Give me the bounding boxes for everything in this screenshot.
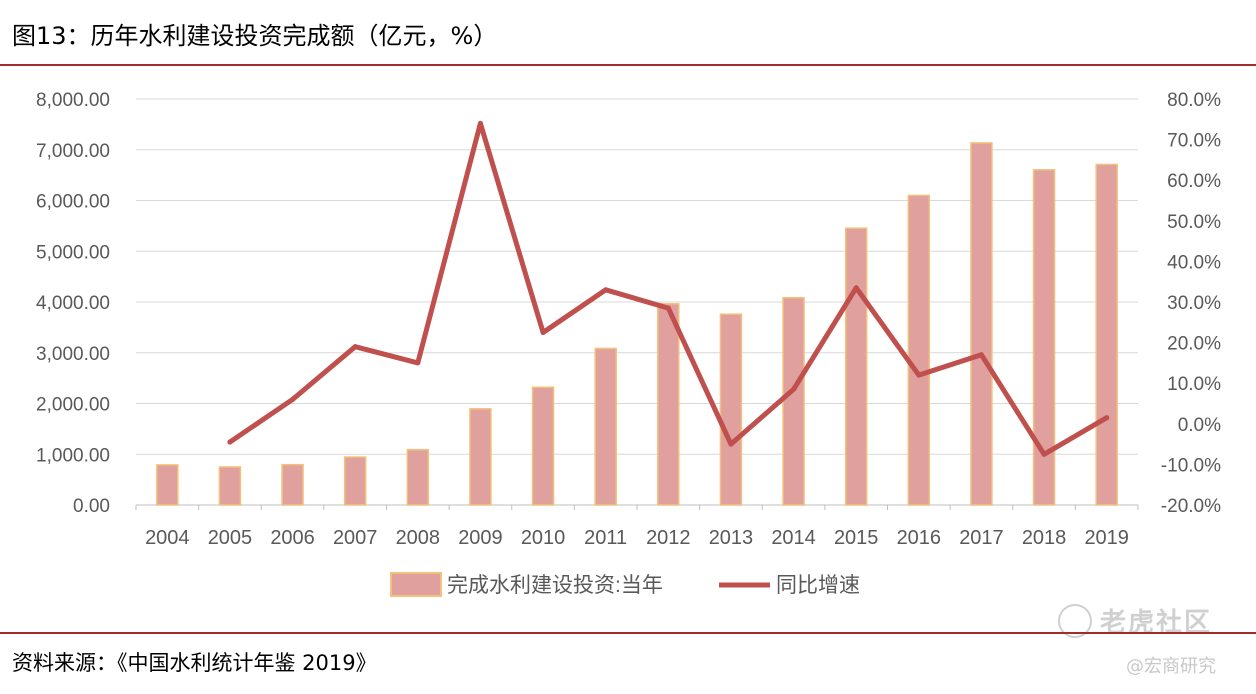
growth-point [290, 396, 296, 402]
growth-point [352, 344, 358, 350]
x-tick-label: 2014 [771, 527, 816, 549]
left-tick-label: 0.00 [73, 496, 110, 517]
bar [594, 347, 617, 506]
x-tick-label: 2008 [396, 527, 441, 549]
right-tick-label: 60.0% [1167, 171, 1221, 192]
growth-point [1104, 415, 1110, 421]
x-tick-label: 2013 [709, 527, 754, 549]
growth-point [916, 372, 922, 378]
left-tick-label: 3,000.00 [36, 344, 110, 365]
top-divider [0, 64, 1256, 66]
x-tick-label: 2015 [834, 527, 879, 549]
bar [844, 227, 868, 506]
right-axis-ticks: -20.0% -10.0% 0.0% 10.0% 20.0% 30.0% 40.0% 50.0… [1161, 90, 1221, 517]
credit-watermark: @宏商研究 [1126, 656, 1216, 677]
bar [657, 303, 680, 506]
right-tick-label: 70.0% [1167, 131, 1221, 152]
line-series [227, 120, 1110, 457]
x-tick-label: 2005 [208, 527, 253, 549]
chart: 0.00 1,000.00 2,000.00 3,000.00 4,000.00 5,00… [36, 90, 1221, 597]
x-tick-label: 2004 [145, 527, 190, 549]
bar [531, 386, 555, 506]
right-tick-label: 20.0% [1167, 334, 1221, 355]
bar [343, 456, 367, 506]
right-tick-label: -20.0% [1161, 496, 1221, 517]
x-tick-label: 2007 [333, 527, 378, 549]
left-axis-ticks: 0.00 1,000.00 2,000.00 3,000.00 4,000.00 5,00… [36, 90, 110, 517]
bar-series [156, 142, 1118, 506]
left-tick-label: 8,000.00 [36, 90, 110, 111]
bar [281, 463, 304, 506]
x-axis-labels: 2004 2005 2006 2007 2008 2009 2010 2011 2012 2013… [145, 527, 1129, 549]
right-tick-label: 80.0% [1167, 90, 1221, 111]
legend-bar-swatch [390, 572, 442, 597]
growth-point [227, 439, 233, 445]
right-tick-label: 50.0% [1167, 212, 1221, 233]
x-tick-label: 2018 [1022, 527, 1067, 549]
legend: 完成水利建设投资:当年 同比增速 [390, 572, 860, 597]
x-tick-label: 2019 [1084, 527, 1129, 549]
growth-point [665, 305, 671, 311]
x-tick-label: 2017 [959, 527, 1004, 549]
bar [782, 296, 805, 506]
bar [970, 142, 993, 506]
bar [1032, 169, 1056, 506]
right-tick-label: 10.0% [1167, 374, 1221, 395]
growth-point [728, 441, 734, 447]
growth-point [1041, 451, 1047, 457]
x-tick-label: 2010 [521, 527, 566, 549]
growth-point [415, 360, 421, 366]
bar [469, 408, 492, 506]
watermark: 老虎社区 [1058, 602, 1212, 641]
legend-bar-label: 完成水利建设投资:当年 [447, 574, 663, 597]
bar [907, 194, 931, 506]
left-tick-label: 7,000.00 [36, 141, 110, 162]
bottom-divider [0, 632, 1256, 634]
left-tick-label: 4,000.00 [36, 293, 110, 314]
x-tick-label: 2006 [270, 527, 315, 549]
growth-point [540, 329, 546, 335]
chart-title: 图13：历年水利建设投资完成额（亿元，%） [12, 22, 498, 50]
watermark-logo-icon [1058, 603, 1092, 638]
source-note: 资料来源：《中国水利统计年鉴 2019》 [12, 651, 377, 675]
bar [218, 466, 242, 506]
right-tick-label: 0.0% [1178, 415, 1221, 436]
growth-point [853, 285, 859, 291]
growth-point [791, 386, 797, 392]
x-tick-label: 2009 [458, 527, 503, 549]
bar [719, 313, 743, 506]
x-tick-label: 2011 [584, 527, 627, 549]
right-tick-label: 40.0% [1167, 252, 1221, 273]
x-tick-label: 2016 [897, 527, 942, 549]
left-tick-label: 1,000.00 [36, 445, 110, 466]
growth-point [603, 287, 609, 293]
legend-line-label: 同比增速 [776, 574, 860, 597]
left-tick-label: 2,000.00 [36, 395, 110, 416]
growth-point [978, 352, 984, 358]
bar [406, 448, 430, 506]
x-tick-label: 2012 [646, 527, 691, 549]
bar [1095, 163, 1118, 506]
bar [156, 464, 179, 506]
left-tick-label: 5,000.00 [36, 242, 110, 263]
right-tick-label: 30.0% [1167, 293, 1221, 314]
growth-point [477, 120, 483, 126]
right-tick-label: -10.0% [1161, 455, 1221, 476]
left-tick-label: 6,000.00 [36, 192, 110, 213]
